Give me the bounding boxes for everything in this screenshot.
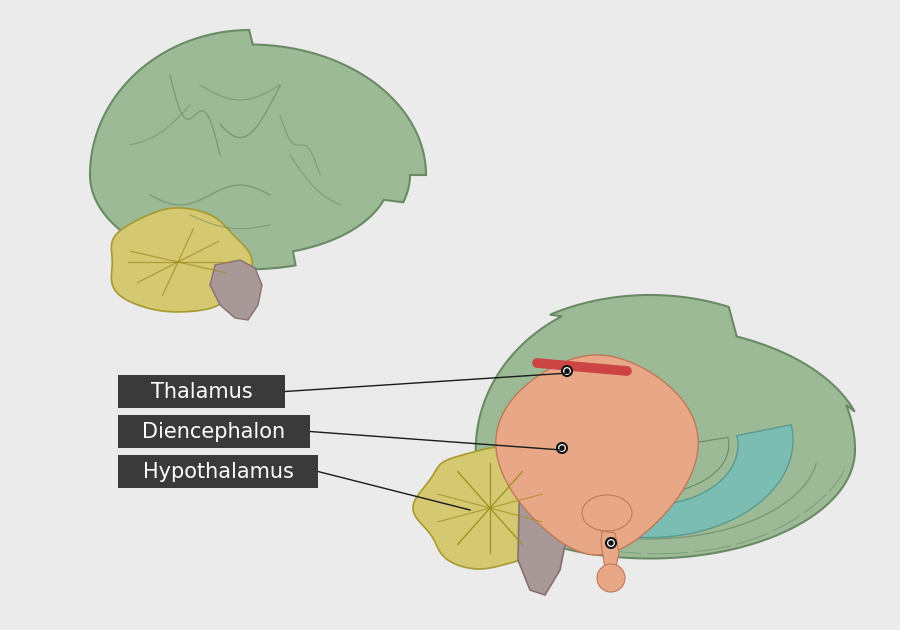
Polygon shape bbox=[496, 355, 698, 555]
Polygon shape bbox=[601, 531, 619, 571]
Polygon shape bbox=[210, 260, 262, 320]
Circle shape bbox=[557, 443, 567, 453]
Text: Hypothalamus: Hypothalamus bbox=[142, 462, 293, 481]
Polygon shape bbox=[507, 425, 793, 537]
Circle shape bbox=[562, 366, 572, 376]
Polygon shape bbox=[572, 437, 729, 494]
Text: Thalamus: Thalamus bbox=[150, 382, 252, 401]
Circle shape bbox=[609, 541, 613, 545]
Polygon shape bbox=[597, 564, 625, 592]
Polygon shape bbox=[518, 455, 578, 595]
Polygon shape bbox=[582, 495, 632, 531]
Circle shape bbox=[560, 446, 564, 450]
Circle shape bbox=[606, 538, 616, 548]
Polygon shape bbox=[90, 30, 426, 269]
Polygon shape bbox=[413, 447, 567, 569]
Bar bbox=[118, 375, 285, 408]
Bar bbox=[118, 455, 318, 488]
Text: Diencephalon: Diencephalon bbox=[142, 421, 285, 442]
Polygon shape bbox=[112, 208, 252, 312]
Circle shape bbox=[565, 369, 569, 373]
Bar bbox=[118, 415, 310, 448]
Polygon shape bbox=[476, 295, 855, 559]
